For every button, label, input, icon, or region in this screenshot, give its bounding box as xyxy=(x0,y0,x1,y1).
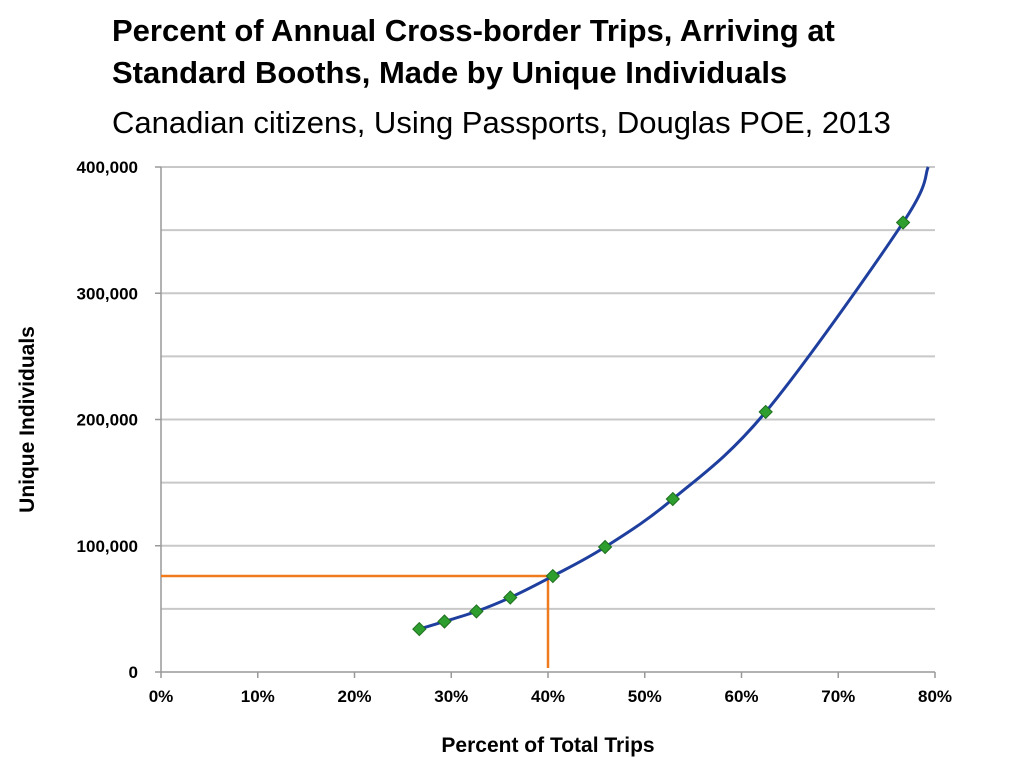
y-tick-label-0: 0 xyxy=(129,663,138,682)
data-point-7 xyxy=(758,404,773,420)
data-point-4 xyxy=(545,568,561,584)
x-tick-label-6: 60% xyxy=(724,687,758,706)
x-tick-label-8: 80% xyxy=(918,687,952,706)
x-tick-label-2: 20% xyxy=(337,687,371,706)
data-point-0 xyxy=(412,621,427,637)
data-point-1 xyxy=(437,614,452,629)
x-tick-label-7: 70% xyxy=(821,687,855,706)
data-point-2 xyxy=(469,604,484,619)
series-markers xyxy=(412,215,911,637)
y-axis-title: Unique Individuals xyxy=(16,326,39,513)
y-tick-label-1: 100,000 xyxy=(77,537,138,556)
series-line xyxy=(418,166,930,631)
chart-subtitle: Canadian citizens, Using Passports, Doug… xyxy=(112,105,891,140)
gridlines xyxy=(161,166,935,610)
axes xyxy=(155,166,936,678)
reference-lines xyxy=(161,574,550,668)
chart-title-line-1: Percent of Annual Cross-border Trips, Ar… xyxy=(112,13,835,48)
data-point-3 xyxy=(503,590,518,605)
y-tick-label-3: 300,000 xyxy=(77,284,138,303)
data-point-8 xyxy=(895,215,911,230)
x-tick-labels: 0% 10% 20% 30% 40% 50% 60% 70% 80% xyxy=(149,687,952,706)
x-tick-label-3: 30% xyxy=(434,687,468,706)
y-tick-labels: 0 100,000 200,000 300,000 400,000 xyxy=(77,158,138,682)
x-axis-title: Percent of Total Trips xyxy=(441,734,654,757)
x-tick-label-0: 0% xyxy=(149,687,174,706)
y-tick-label-4: 400,000 xyxy=(77,158,138,177)
x-tick-label-5: 50% xyxy=(628,687,662,706)
chart-title: Percent of Annual Cross-border Trips, Ar… xyxy=(112,10,1012,94)
data-point-5 xyxy=(597,539,613,555)
x-tick-label-4: 40% xyxy=(531,687,565,706)
data-point-6 xyxy=(665,491,681,507)
y-tick-label-2: 200,000 xyxy=(77,411,138,430)
x-tick-label-1: 10% xyxy=(241,687,275,706)
chart-title-line-2: Standard Booths, Made by Unique Individu… xyxy=(112,55,788,90)
series-curve xyxy=(418,166,930,631)
